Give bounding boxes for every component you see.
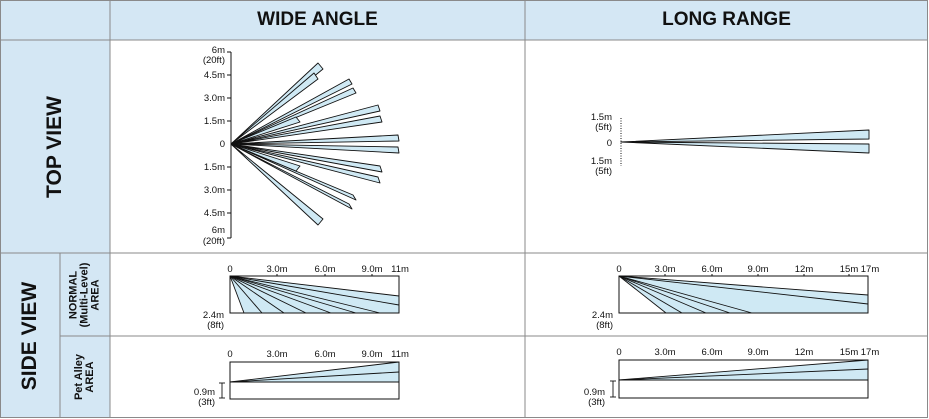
side-wide-height-8ft: (8ft) [207,320,224,331]
pet-long-height-marker [610,380,616,398]
side-wide-tick-11m: 11m [391,264,409,275]
pet-wide-tick-9m: 9.0m [361,349,382,360]
pet-long-height-0-9m: 0.9m [584,387,605,398]
pet-wide-height-3ft: (3ft) [198,397,215,408]
pet-wide-height-0-9m: 0.9m [194,387,215,398]
top-wide-label-1-5m-a: 1.5m [204,116,225,127]
top-long-label-5ft-b: (5ft) [595,166,612,177]
side-long-tick-12m: 12m [795,264,814,275]
pet-long-tick-6m: 6.0m [701,347,722,358]
side-long-tick-3m: 3.0m [654,264,675,275]
top-long-label-1-5m-a: 1.5m [591,112,612,123]
side-long-height-2-4m: 2.4m [592,310,613,321]
pet-wide-tick-3m: 3.0m [266,349,287,360]
side-wide-tick-6m: 6.0m [314,264,335,275]
side-long-tick-15m: 15m [840,264,859,275]
side-long-pet-zone [610,359,869,399]
pet-long-tick-12m: 12m [795,347,814,358]
pet-long-tick-9m: 9.0m [747,347,768,358]
pet-wide-tick-0: 0 [227,349,232,360]
pet-wide-tick-11m: 11m [391,349,409,360]
top-wide-label-6m-a: 6m [212,45,225,56]
top-wide-label-4-5m-a: 4.5m [204,70,225,81]
side-long-tick-17m: 17m [861,264,880,275]
pet-long-tick-15m: 15m [840,347,859,358]
top-long-label-0: 0 [607,138,612,149]
top-wide-label-3-0m-a: 3.0m [204,93,225,104]
top-wide-label-20ft-a: (20ft) [203,55,225,66]
side-wide-tick-3m: 3.0m [266,264,287,275]
side-long-tick-6m: 6.0m [701,264,722,275]
pet-long-tick-0: 0 [616,347,621,358]
pet-long-height-3ft: (3ft) [588,397,605,408]
side-wide-pet-zone [219,361,400,400]
side-long-height-8ft: (8ft) [596,320,613,331]
top-long-beams [620,129,870,154]
top-wide-label-4-5m-b: 4.5m [204,208,225,219]
side-long-tick-9m: 9.0m [747,264,768,275]
side-long-normal-zone [618,275,869,314]
top-wide-label-3-0m-b: 3.0m [204,185,225,196]
top-wide-label-20ft-b: (20ft) [203,236,225,247]
side-wide-height-2-4m: 2.4m [203,310,224,321]
pet-wide-height-marker [219,382,225,399]
side-wide-tick-9m: 9.0m [361,264,382,275]
side-wide-normal-zone [229,275,400,314]
top-wide-beams [230,62,400,226]
top-wide-label-0: 0 [220,139,225,150]
top-wide-label-6m-b: 6m [212,225,225,236]
side-long-tick-0: 0 [616,264,621,275]
top-wide-label-1-5m-b: 1.5m [204,162,225,173]
pet-long-tick-17m: 17m [861,347,880,358]
side-wide-tick-0: 0 [227,264,232,275]
top-long-label-1-5m-b: 1.5m [591,156,612,167]
pet-long-tick-3m: 3.0m [654,347,675,358]
top-long-label-5ft-a: (5ft) [595,122,612,133]
pet-wide-tick-6m: 6.0m [314,349,335,360]
